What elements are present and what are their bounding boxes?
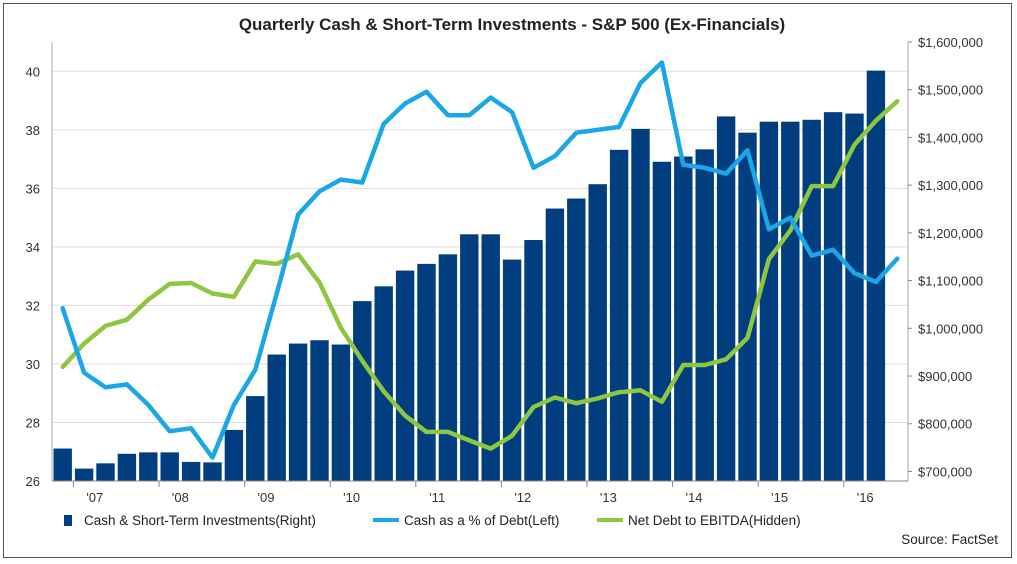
- x-tick-label: '15: [771, 490, 788, 505]
- legend-label-net-debt: Net Debt to EBITDA(Hidden): [628, 513, 801, 528]
- bar-cash-investments: [331, 344, 351, 481]
- left-axis-ticks: 26 28 30 32 34 36 38 40: [26, 64, 40, 489]
- right-tick-label: $1,000,000: [918, 321, 983, 336]
- bar-cash-investments: [395, 270, 415, 481]
- right-tick-label: $900,000: [918, 369, 972, 384]
- bar-cash-investments: [53, 448, 72, 481]
- bar-cash-investments: [866, 70, 886, 481]
- line-cash-pct-of-debt: [60, 60, 900, 460]
- x-tick-label: '13: [600, 490, 617, 505]
- left-tick-label: 36: [26, 181, 40, 196]
- x-tick-label: '12: [514, 490, 531, 505]
- line-series: [60, 60, 900, 460]
- bar-cash-investments: [310, 340, 329, 481]
- left-tick-label: 32: [26, 298, 40, 313]
- x-tick-label: '08: [172, 490, 189, 505]
- bar-cash-investments: [417, 263, 436, 481]
- bar-cash-investments: [567, 198, 586, 481]
- bar-cash-investments: [353, 301, 372, 481]
- source-note: Source: FactSet: [901, 532, 998, 547]
- bar-cash-investments: [802, 119, 821, 481]
- bar-cash-investments: [288, 343, 308, 481]
- grid-lines: [52, 70, 908, 482]
- bar-series-cash-investments: [53, 70, 886, 482]
- legend-bar-swatch: [64, 515, 72, 526]
- bar-cash-investments: [695, 149, 714, 481]
- x-tick-label: '11: [429, 490, 445, 505]
- right-tick-label: $800,000: [918, 417, 972, 432]
- left-tick-label: 38: [26, 123, 40, 138]
- line-net-debt-to-ebitda: [60, 98, 900, 451]
- bar-cash-investments: [246, 396, 265, 481]
- bar-cash-investments: [438, 254, 458, 481]
- right-tick-label: $1,400,000: [918, 130, 983, 145]
- bar-cash-investments: [374, 286, 393, 481]
- left-tick-label: 30: [26, 357, 40, 372]
- bar-cash-investments: [181, 461, 201, 481]
- x-tick-label: '14: [686, 490, 703, 505]
- right-tick-label: $1,300,000: [918, 178, 983, 193]
- right-tick-label: $1,500,000: [918, 83, 983, 98]
- bar-cash-investments: [631, 128, 650, 481]
- x-tick-label: '07: [86, 490, 103, 505]
- bar-cash-investments: [74, 468, 94, 481]
- bar-cash-investments: [781, 121, 800, 481]
- chart-frame: Quarterly Cash & Short-Term Investments …: [3, 3, 1012, 558]
- bar-cash-investments: [609, 149, 629, 481]
- chart-title: Quarterly Cash & Short-Term Investments …: [239, 15, 785, 34]
- bar-cash-investments: [716, 116, 736, 481]
- right-tick-label: $700,000: [918, 464, 972, 479]
- bar-cash-investments: [460, 234, 479, 481]
- bar-cash-investments: [139, 452, 158, 481]
- right-tick-label: $1,200,000: [918, 226, 983, 241]
- bar-cash-investments: [117, 453, 137, 481]
- bar-cash-investments: [481, 234, 500, 481]
- bar-cash-investments: [588, 184, 607, 482]
- bar-cash-investments: [674, 156, 693, 482]
- bar-cash-investments: [160, 452, 179, 481]
- bar-cash-investments: [224, 429, 244, 481]
- right-tick-label: $1,600,000: [918, 35, 983, 50]
- left-tick-label: 28: [26, 415, 40, 430]
- bar-cash-investments: [759, 121, 779, 481]
- legend-label-cash-pct: Cash as a % of Debt(Left): [404, 513, 559, 528]
- left-tick-label: 40: [26, 64, 40, 79]
- bar-cash-investments: [738, 132, 757, 482]
- bar-cash-investments: [652, 161, 672, 482]
- chart-svg: Quarterly Cash & Short-Term Investments …: [26, 15, 999, 547]
- bar-cash-investments: [502, 259, 522, 481]
- bar-cash-investments: [96, 463, 115, 481]
- right-tick-label: $1,100,000: [918, 274, 983, 289]
- legend-label-cash-investments: Cash & Short-Term Investments(Right): [84, 513, 316, 528]
- bar-cash-investments: [267, 354, 286, 481]
- bar-cash-investments: [823, 112, 843, 481]
- bar-cash-investments: [524, 240, 543, 481]
- x-tick-label: '16: [857, 490, 874, 505]
- x-tick-label: '10: [343, 490, 360, 505]
- left-tick-label: 26: [26, 474, 40, 489]
- bar-cash-investments: [203, 462, 222, 481]
- bar-cash-investments: [845, 113, 864, 482]
- right-axis-ticks: $700,000 $800,000 $900,000 $1,000,000 $1,100…: [908, 35, 983, 479]
- left-tick-label: 34: [26, 240, 40, 255]
- x-axis-ticks: '07 '08 '09 '10 '11 '12 '13 '14 '15 '16: [72, 481, 874, 505]
- legend: Cash & Short-Term Investments(Right) Cas…: [64, 513, 801, 528]
- x-tick-label: '09: [258, 490, 275, 505]
- bar-cash-investments: [545, 208, 565, 481]
